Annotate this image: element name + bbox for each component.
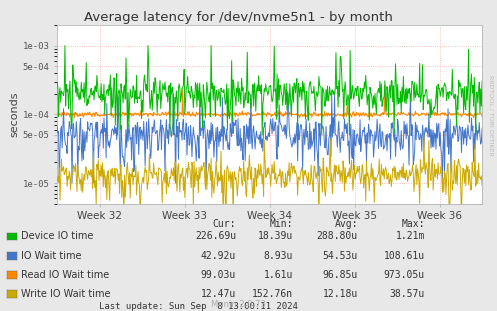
Text: 973.05u: 973.05u bbox=[384, 270, 425, 280]
Text: RRDTOOL / TOBI OETIKER: RRDTOOL / TOBI OETIKER bbox=[489, 75, 494, 156]
Text: Avg:: Avg: bbox=[334, 219, 358, 229]
Text: 12.47u: 12.47u bbox=[201, 289, 236, 299]
Text: Write IO Wait time: Write IO Wait time bbox=[21, 289, 110, 299]
Text: 226.69u: 226.69u bbox=[195, 231, 236, 241]
Text: 96.85u: 96.85u bbox=[323, 270, 358, 280]
Text: Read IO Wait time: Read IO Wait time bbox=[21, 270, 109, 280]
Text: 1.21m: 1.21m bbox=[396, 231, 425, 241]
Text: 152.76n: 152.76n bbox=[252, 289, 293, 299]
Text: 108.61u: 108.61u bbox=[384, 251, 425, 261]
Text: 12.18u: 12.18u bbox=[323, 289, 358, 299]
Text: 8.93u: 8.93u bbox=[264, 251, 293, 261]
Text: IO Wait time: IO Wait time bbox=[21, 251, 82, 261]
Text: 1.61u: 1.61u bbox=[264, 270, 293, 280]
Text: Munin 2.0.73: Munin 2.0.73 bbox=[211, 300, 266, 309]
Text: Max:: Max: bbox=[402, 219, 425, 229]
Text: 99.03u: 99.03u bbox=[201, 270, 236, 280]
Text: Device IO time: Device IO time bbox=[21, 231, 93, 241]
Text: Cur:: Cur: bbox=[213, 219, 236, 229]
Text: 54.53u: 54.53u bbox=[323, 251, 358, 261]
Text: 38.57u: 38.57u bbox=[390, 289, 425, 299]
Text: Last update: Sun Sep  8 13:00:11 2024: Last update: Sun Sep 8 13:00:11 2024 bbox=[99, 302, 298, 311]
Text: Min:: Min: bbox=[270, 219, 293, 229]
Text: 42.92u: 42.92u bbox=[201, 251, 236, 261]
Text: 288.80u: 288.80u bbox=[317, 231, 358, 241]
Text: Average latency for /dev/nvme5n1 - by month: Average latency for /dev/nvme5n1 - by mo… bbox=[84, 11, 393, 24]
Y-axis label: seconds: seconds bbox=[10, 91, 20, 137]
Text: 18.39u: 18.39u bbox=[258, 231, 293, 241]
